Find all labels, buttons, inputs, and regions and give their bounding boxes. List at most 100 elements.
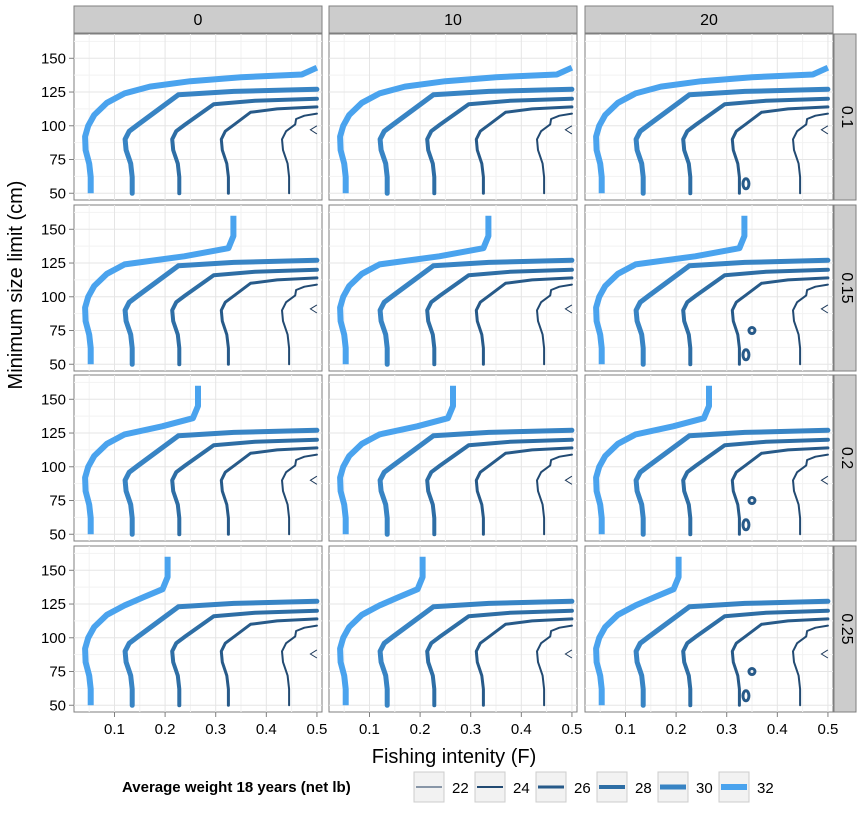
x-tick-label: 0.5 (562, 721, 583, 738)
contour-loop (747, 326, 757, 336)
y-tick-label: 125 (41, 425, 66, 442)
contour-line-30 (377, 598, 575, 708)
contour-line-22 (564, 125, 573, 135)
contour-line-26 (474, 276, 574, 366)
facet-strip-row: 0.25 (833, 545, 857, 713)
contour-line-26 (474, 105, 574, 195)
strip-background (584, 5, 834, 34)
legend-label: 30 (696, 780, 713, 797)
contour-line-30 (633, 427, 831, 537)
contour-line-28 (681, 437, 830, 537)
contour-line-24 (281, 112, 318, 195)
legend-item: 24 (474, 771, 530, 803)
contour-line-22 (309, 125, 318, 135)
strip-background (833, 204, 857, 372)
contour-line-24 (792, 283, 829, 366)
x-tick-label: 0.1 (104, 721, 125, 738)
legend-label: 26 (574, 780, 591, 797)
contour-line-30 (122, 427, 320, 537)
legend: Average weight 18 years (net lb) 22 24 26 28… (122, 771, 774, 803)
contour-line-24 (536, 453, 573, 536)
contour-line-32 (337, 385, 456, 535)
facet-panel (328, 374, 578, 542)
contour-line-24 (536, 283, 573, 366)
legend-label: 22 (452, 780, 469, 797)
contour-line-28 (170, 267, 319, 367)
x-tick-label: 0.2 (410, 721, 431, 738)
contour-loop (747, 496, 757, 506)
x-tick-label: 0.3 (205, 721, 226, 738)
contour-line-30 (633, 86, 831, 196)
y-tick-label: 125 (41, 596, 66, 613)
x-tick-label: 0.3 (716, 721, 737, 738)
contour-line-22 (820, 649, 829, 659)
legend-title: Average weight 18 years (net lb) (122, 779, 351, 796)
legend-item: 28 (596, 771, 652, 803)
contour-line-28 (681, 267, 830, 367)
x-tick-label: 0.1 (615, 721, 636, 738)
x-tick-label: 0.4 (511, 721, 532, 738)
legend-item: 32 (718, 771, 774, 803)
contour-line-24 (792, 453, 829, 536)
contour-line-22 (309, 304, 318, 314)
contour-line-26 (474, 446, 574, 536)
y-tick-label: 125 (41, 84, 66, 101)
contour-line-32 (593, 385, 712, 535)
contour-loop (741, 348, 751, 362)
x-axis-label: Fishing intenity (F) (372, 746, 537, 768)
legend-item: 22 (413, 771, 469, 803)
strip-label: 0.2 (838, 447, 855, 469)
strip-background (833, 374, 857, 542)
y-tick-label: 75 (49, 323, 66, 340)
contour-line-32 (337, 556, 426, 706)
contour-line-24 (536, 112, 573, 195)
contour-line-32 (82, 215, 237, 365)
facet-panel (73, 204, 323, 372)
legend-label: 24 (513, 780, 530, 797)
axes: 50 75 100 125 150 50 75 100 125 150 50 75 100 125 150 5… (41, 50, 838, 738)
contour-line-26 (219, 617, 319, 707)
x-tick-label: 0.4 (256, 721, 277, 738)
strip-label: 0.15 (838, 272, 855, 303)
contour-line-22 (564, 649, 573, 659)
facet-strip-row: 0.1 (833, 33, 857, 201)
strip-background (328, 5, 578, 34)
contour-line-26 (474, 617, 574, 707)
contour-line-24 (281, 453, 318, 536)
y-tick-label: 75 (49, 664, 66, 681)
contour-line-26 (219, 105, 319, 195)
strip-background (833, 33, 857, 201)
contour-line-30 (377, 257, 575, 367)
contour-line-28 (425, 96, 574, 196)
y-tick-label: 75 (49, 152, 66, 169)
facet-strip-col: 20 (584, 5, 834, 34)
contour-line-28 (170, 437, 319, 537)
facet-panel (328, 204, 578, 372)
contour-line-32 (593, 556, 682, 706)
y-tick-label: 125 (41, 255, 66, 272)
y-tick-label: 100 (41, 118, 66, 135)
contour-line-24 (281, 283, 318, 366)
contour-line-28 (425, 267, 574, 367)
facet-strip-col: 0 (73, 5, 323, 34)
contour-line-28 (425, 608, 574, 708)
contour-loop (741, 177, 751, 191)
contour-line-32 (82, 64, 319, 194)
contour-line-28 (425, 437, 574, 537)
contour-line-26 (219, 276, 319, 366)
facet-panel (584, 204, 834, 372)
x-tick-label: 0.2 (666, 721, 687, 738)
y-tick-label: 100 (41, 289, 66, 306)
y-tick-label: 50 (49, 356, 66, 373)
y-tick-label: 50 (49, 697, 66, 714)
contour-line-32 (593, 215, 748, 365)
contour-line-26 (219, 446, 319, 536)
contour-line-30 (377, 86, 575, 196)
facet-strip-col: 10 (328, 5, 578, 34)
contour-line-32 (337, 64, 574, 194)
strip-label: 10 (444, 12, 462, 29)
facet-panel (328, 545, 578, 713)
facet-panel (584, 374, 834, 542)
contour-line-28 (170, 96, 319, 196)
